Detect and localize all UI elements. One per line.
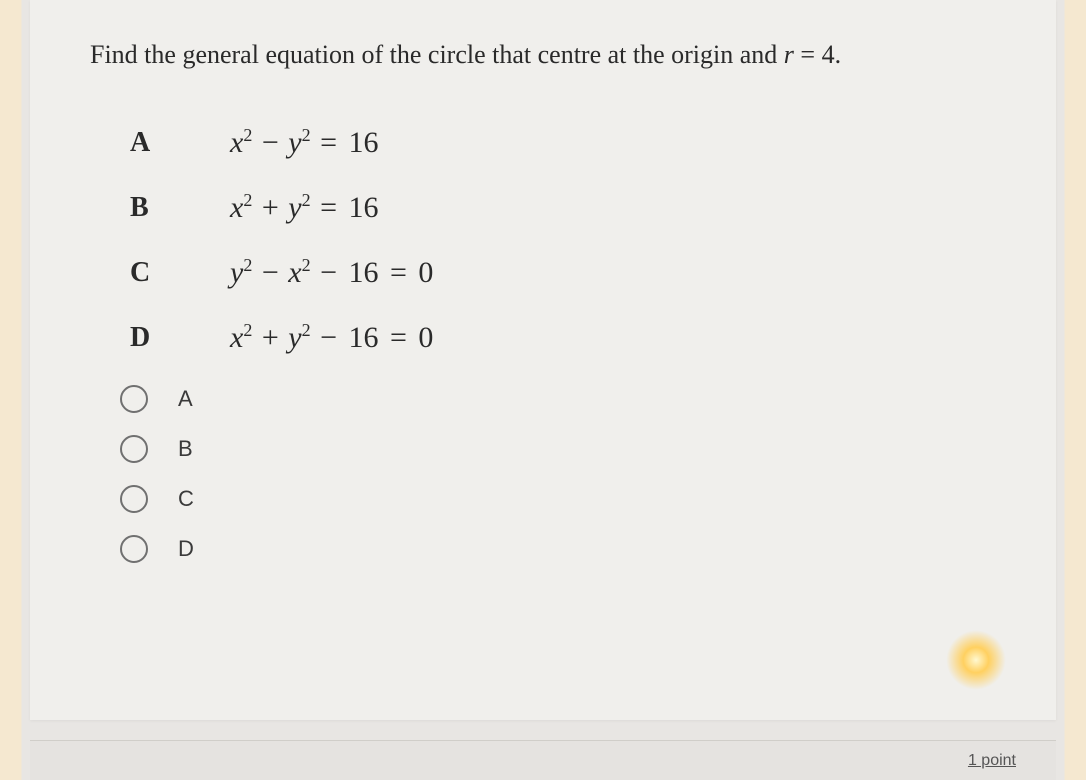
answer-option-d: D x2 + y2 − 16 = 0 — [130, 320, 996, 355]
radio-label: A — [178, 386, 193, 412]
option-letter: C — [130, 257, 230, 289]
lens-flare-icon — [946, 630, 1006, 690]
option-equation: x2 − y2 = 16 — [230, 125, 381, 160]
question-card: Find the general equation of the circle … — [30, 0, 1056, 720]
option-letter: D — [130, 322, 230, 354]
option-equation: y2 − x2 − 16 = 0 — [230, 255, 435, 290]
option-letter: B — [130, 192, 230, 224]
radio-circle-icon[interactable] — [120, 385, 148, 413]
prompt-variable: r — [784, 40, 794, 69]
radio-label: B — [178, 436, 193, 462]
option-letter: A — [130, 127, 230, 159]
radio-label: D — [178, 536, 194, 562]
radio-circle-icon[interactable] — [120, 535, 148, 563]
question-prompt: Find the general equation of the circle … — [90, 40, 996, 70]
option-equation: x2 + y2 = 16 — [230, 190, 381, 225]
prompt-prefix: Find the general equation of the circle … — [90, 40, 784, 69]
answer-option-a: A x2 − y2 = 16 — [130, 125, 996, 160]
points-label: 1 point — [968, 752, 1016, 770]
answer-option-b: B x2 + y2 = 16 — [130, 190, 996, 225]
radio-label: C — [178, 486, 194, 512]
radio-group: A B C D — [120, 385, 996, 563]
radio-option-a[interactable]: A — [120, 385, 996, 413]
radio-option-b[interactable]: B — [120, 435, 996, 463]
radio-option-c[interactable]: C — [120, 485, 996, 513]
option-equation: x2 + y2 − 16 = 0 — [230, 320, 435, 355]
footer-bar: 1 point — [30, 740, 1056, 780]
radio-circle-icon[interactable] — [120, 485, 148, 513]
radio-circle-icon[interactable] — [120, 435, 148, 463]
answer-option-c: C y2 − x2 − 16 = 0 — [130, 255, 996, 290]
radio-option-d[interactable]: D — [120, 535, 996, 563]
prompt-value: = 4. — [794, 40, 841, 69]
